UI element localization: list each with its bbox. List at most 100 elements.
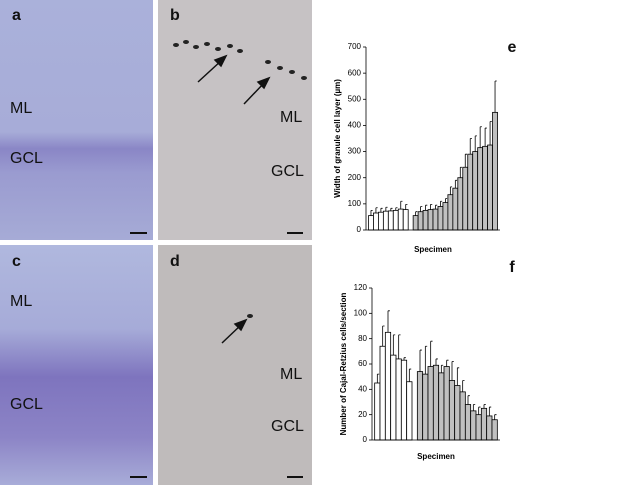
micrograph: [158, 245, 312, 485]
bar: [448, 380, 456, 441]
y-tick-label: 0: [357, 225, 362, 234]
error-bar: [398, 334, 401, 359]
y-tick-label: 600: [348, 68, 362, 77]
y-tick-label: 400: [348, 121, 362, 130]
error-bar: [430, 340, 433, 367]
panel-label: c: [12, 253, 21, 270]
bar: [422, 373, 429, 441]
stained-cell: [247, 314, 253, 318]
error-bar: [430, 203, 433, 210]
error-bar: [375, 207, 378, 214]
error-bar: [494, 80, 497, 113]
error-bar: [387, 310, 390, 333]
error-bar: [370, 209, 373, 216]
error-bar: [451, 361, 454, 381]
error-bar: [390, 207, 393, 211]
layer-label: ML: [10, 293, 32, 310]
bar: [379, 345, 386, 441]
bar: [402, 209, 409, 231]
bar: [437, 206, 444, 231]
error-bar: [403, 357, 406, 361]
error-bar: [395, 207, 398, 211]
error-bar: [424, 345, 428, 375]
bar: [459, 391, 466, 441]
bar: [475, 414, 482, 441]
y-axis-label: Width of granule cell layer (µm): [333, 79, 342, 198]
bar: [368, 215, 374, 231]
y-tick-label: 200: [348, 173, 362, 182]
bar: [387, 210, 394, 231]
bar: [417, 211, 424, 231]
error-bar: [488, 406, 492, 416]
bar: [438, 372, 445, 441]
bar: [422, 209, 429, 231]
y-axis-label: Number of Cajal-Retzius cells/section: [339, 293, 348, 436]
bar: [472, 151, 479, 231]
bar: [397, 208, 404, 231]
y-tick-label: 300: [348, 147, 362, 156]
y-tick-label: 40: [358, 384, 367, 393]
error-bar: [445, 198, 448, 203]
error-bar: [400, 200, 403, 210]
stained-cells: [173, 40, 307, 80]
error-bar: [382, 325, 385, 347]
x-axis-label: Specimen: [414, 245, 452, 254]
bar: [491, 419, 498, 441]
layer-label: GCL: [271, 418, 304, 435]
error-bar: [472, 404, 476, 411]
error-bar: [479, 126, 482, 148]
error-bar: [405, 203, 408, 210]
micrograph: [158, 0, 312, 240]
bar: [406, 381, 413, 441]
arrow: [221, 318, 248, 344]
bar: [390, 354, 397, 441]
error-bar: [419, 349, 422, 372]
y-tick-label: 120: [354, 283, 368, 292]
bar: [464, 404, 472, 441]
bar: [462, 166, 469, 231]
error-bar: [478, 406, 481, 415]
error-bar: [408, 368, 412, 382]
bar: [442, 202, 449, 231]
error-bar: [489, 121, 492, 146]
error-bar: [385, 206, 388, 212]
layer-label: ML: [280, 109, 302, 126]
bar: [492, 111, 498, 231]
error-bar: [469, 138, 472, 155]
error-bar: [483, 404, 486, 409]
error-bar: [449, 186, 453, 195]
error-bar: [440, 364, 444, 373]
bar: [467, 153, 474, 231]
layer-label: GCL: [271, 163, 304, 180]
error-bar: [392, 334, 396, 356]
error-bar: [446, 359, 449, 367]
y-tick-label: 700: [348, 42, 362, 51]
error-bar: [415, 211, 418, 216]
bar: [432, 364, 440, 441]
error-bar: [435, 204, 438, 210]
y-tick-label: 60: [358, 359, 367, 368]
bar: [382, 210, 389, 231]
bar: [452, 187, 459, 231]
layer-label: ML: [10, 100, 32, 117]
panel-label: b: [170, 7, 180, 24]
error-bar: [484, 127, 487, 147]
arrow: [197, 54, 271, 105]
bar: [482, 145, 488, 231]
bar: [427, 209, 434, 231]
panel-label: d: [170, 253, 180, 270]
panel-label: e: [508, 39, 517, 56]
micrograph: [0, 0, 153, 240]
bar: [480, 407, 488, 441]
bar: [486, 415, 493, 441]
bar: [487, 144, 493, 231]
error-bar: [380, 207, 383, 213]
layer-label: ML: [280, 366, 302, 383]
bar: [400, 359, 408, 441]
panel-label: f: [509, 259, 515, 276]
bar: [470, 410, 477, 441]
bar: [378, 211, 384, 231]
error-bar: [440, 200, 443, 207]
y-tick-label: 100: [348, 199, 362, 208]
error-bar: [474, 135, 477, 152]
